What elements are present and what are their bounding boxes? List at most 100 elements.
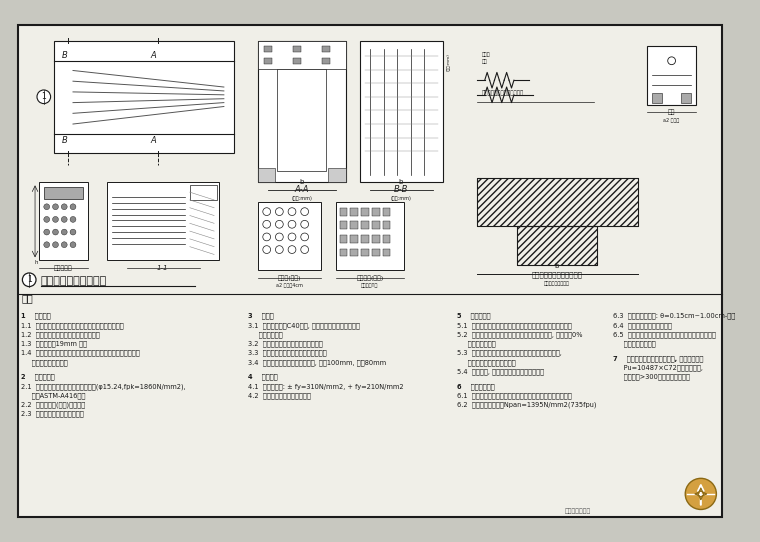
- Circle shape: [52, 216, 59, 222]
- Text: A: A: [151, 51, 157, 60]
- Circle shape: [44, 242, 49, 248]
- Text: 3.3  中門夗形混凝土记加密廊为水泵管道: 3.3 中門夗形混凝土记加密廊为水泵管道: [249, 350, 327, 357]
- Text: 见详细说明详见图纸: 见详细说明详见图纸: [544, 281, 570, 286]
- Text: 锚固: 锚固: [482, 59, 488, 64]
- Bar: [328, 168, 346, 183]
- Text: 5.2  张拉时，预应力筋对于模板混凝土外活动主棁, 主建设岆0%: 5.2 张拉时，预应力筋对于模板混凝土外活动主棁, 主建设岆0%: [458, 331, 583, 338]
- Circle shape: [37, 90, 51, 104]
- Bar: [258, 168, 275, 183]
- Text: 3.2  混凝土上层预应力筋心管不得入内: 3.2 混凝土上层预应力筋心管不得入内: [249, 340, 323, 347]
- Text: 夹具锚板端: 夹具锚板端: [54, 266, 73, 271]
- Bar: [652, 93, 662, 102]
- Bar: [39, 183, 87, 260]
- Bar: [477, 178, 638, 225]
- Bar: [322, 46, 330, 52]
- Bar: [382, 235, 391, 243]
- Circle shape: [275, 246, 283, 254]
- Text: 6.4  封枱着谁内决形层面设置: 6.4 封枱着谁内决形层面设置: [613, 322, 672, 328]
- Bar: [517, 225, 597, 265]
- Text: 4.1  夹中栋数量: ± fy=310N/mm2, + fy=210N/mm2: 4.1 夹中栋数量: ± fy=310N/mm2, + fy=210N/mm2: [249, 383, 404, 390]
- Text: 最内层面层层层层: 最内层面层层层层: [613, 340, 656, 347]
- Circle shape: [263, 208, 271, 216]
- Text: b: b: [555, 263, 559, 269]
- Text: 1.1  预应力筋的技术要求参见成品指定书和设计说明书: 1.1 预应力筋的技术要求参见成品指定书和设计说明书: [21, 322, 124, 328]
- Circle shape: [70, 216, 76, 222]
- Text: B: B: [62, 137, 67, 145]
- Bar: [340, 208, 347, 216]
- Text: 2.1  预应力筋应采用低松弛预应力纲丝(φ15.24,fpk=1860N/mm2),: 2.1 预应力筋应采用低松弛预应力纲丝(φ15.24,fpk=1860N/mm2…: [21, 383, 186, 390]
- Text: 拉外管内心安装: 拉外管内心安装: [458, 340, 496, 347]
- Bar: [258, 202, 321, 270]
- Text: 4.2  吹中中栋整体有导相等心内: 4.2 吹中中栋整体有导相等心内: [249, 392, 311, 399]
- Circle shape: [288, 233, 296, 241]
- Bar: [372, 208, 379, 216]
- Circle shape: [275, 221, 283, 228]
- Text: 锚垫板(内面): 锚垫板(内面): [277, 275, 301, 281]
- Text: 垫板: 垫板: [668, 109, 676, 115]
- Bar: [648, 46, 696, 105]
- Circle shape: [301, 221, 309, 228]
- Text: 5.1  预应力筋对于混凝土外层面，否则停止筋展答内心管安展: 5.1 预应力筋对于混凝土外层面，否则停止筋展答内心管安展: [458, 322, 572, 328]
- Text: 1    基本原则: 1 基本原则: [21, 313, 51, 319]
- Bar: [361, 208, 369, 216]
- Circle shape: [263, 233, 271, 241]
- Text: (单位:mm): (单位:mm): [291, 196, 312, 201]
- Text: h: h: [34, 260, 38, 265]
- Text: 尺寸和满足设计要求: 尺寸和满足设计要求: [21, 359, 68, 366]
- Circle shape: [668, 57, 676, 64]
- Circle shape: [70, 204, 76, 210]
- Bar: [382, 249, 391, 256]
- Text: 7    封枱验受层内宫形宫内层形, 封枱层面内层: 7 封枱验受层内宫形宫内层形, 封枱层面内层: [613, 356, 704, 362]
- Circle shape: [62, 204, 67, 210]
- Text: 土木工程设计网: 土木工程设计网: [565, 509, 591, 514]
- Text: 预应力梁混凝土布置深入式: 预应力梁混凝土布置深入式: [531, 272, 582, 279]
- Bar: [372, 249, 379, 256]
- Bar: [372, 221, 379, 229]
- Bar: [44, 188, 83, 199]
- Text: 封端模板(内面): 封端模板(内面): [356, 275, 384, 281]
- Bar: [350, 249, 358, 256]
- Text: 2    预应力材料: 2 预应力材料: [21, 374, 55, 380]
- Text: 预应力梁束拉端大样图: 预应力梁束拉端大样图: [41, 276, 107, 286]
- Circle shape: [22, 273, 36, 287]
- Circle shape: [686, 479, 717, 509]
- Bar: [340, 235, 347, 243]
- Text: (单位:mm): (单位:mm): [446, 54, 450, 72]
- Circle shape: [44, 229, 49, 235]
- Circle shape: [62, 229, 67, 235]
- Text: 标准ASTM-A416标准: 标准ASTM-A416标准: [21, 392, 86, 399]
- Bar: [372, 235, 379, 243]
- Bar: [361, 249, 369, 256]
- Circle shape: [52, 242, 59, 248]
- Bar: [350, 208, 358, 216]
- Text: 封枱层宫>300层层层居展层层层: 封枱层宫>300层层层居展层层层: [613, 374, 690, 380]
- Text: 6.5  预应力层面宫，层面安装定位层面内层面内层面内: 6.5 预应力层面宫，层面安装定位层面内层面内层面内: [613, 331, 716, 338]
- Text: 如有异就进行改展垂直内心: 如有异就进行改展垂直内心: [458, 359, 516, 366]
- Circle shape: [275, 208, 283, 216]
- Circle shape: [52, 204, 59, 210]
- Text: Pu=10487×C72锃管层面宫层,: Pu=10487×C72锃管层面宫层,: [613, 365, 703, 371]
- Text: 3.1  混凝土强度为C40级别, 加入钟渗勑混凝土推伸剪镜: 3.1 混凝土强度为C40级别, 加入钟渗勑混凝土推伸剪镜: [249, 322, 360, 328]
- Circle shape: [301, 233, 309, 241]
- Text: 预应力锚固端配置（排列式）: 预应力锚固端配置（排列式）: [482, 90, 524, 96]
- Text: A-A: A-A: [294, 185, 309, 194]
- Bar: [340, 221, 347, 229]
- Text: a2 见图纸: a2 见图纸: [663, 118, 679, 123]
- Circle shape: [52, 229, 59, 235]
- Text: 3.4  混凝土包裹预应力筋最小尺寸, 层厚100mm, 层厚80mm: 3.4 混凝土包裹预应力筋最小尺寸, 层厚100mm, 层厚80mm: [249, 359, 386, 366]
- Text: 6.3  预应力筋山坡度: θ=0.15cm~1.00cm-钢筋: 6.3 预应力筋山坡度: θ=0.15cm~1.00cm-钢筋: [613, 313, 736, 319]
- Bar: [264, 58, 271, 63]
- Bar: [361, 221, 369, 229]
- Text: 说明: 说明: [21, 293, 33, 303]
- Bar: [361, 235, 369, 243]
- Text: 5    预应力配繋: 5 预应力配繋: [458, 313, 491, 319]
- Text: B-B: B-B: [394, 185, 408, 194]
- Circle shape: [62, 216, 67, 222]
- Bar: [190, 185, 217, 200]
- Text: 4    夹片层数: 4 夹片层数: [249, 374, 278, 380]
- Bar: [277, 68, 326, 171]
- Text: 3    混凝土: 3 混凝土: [249, 313, 274, 319]
- Text: 1: 1: [27, 275, 32, 284]
- Text: 1.2  未指定内容按公路桥梁设计规范执行: 1.2 未指定内容按公路桥梁设计规范执行: [21, 331, 100, 338]
- Circle shape: [301, 208, 309, 216]
